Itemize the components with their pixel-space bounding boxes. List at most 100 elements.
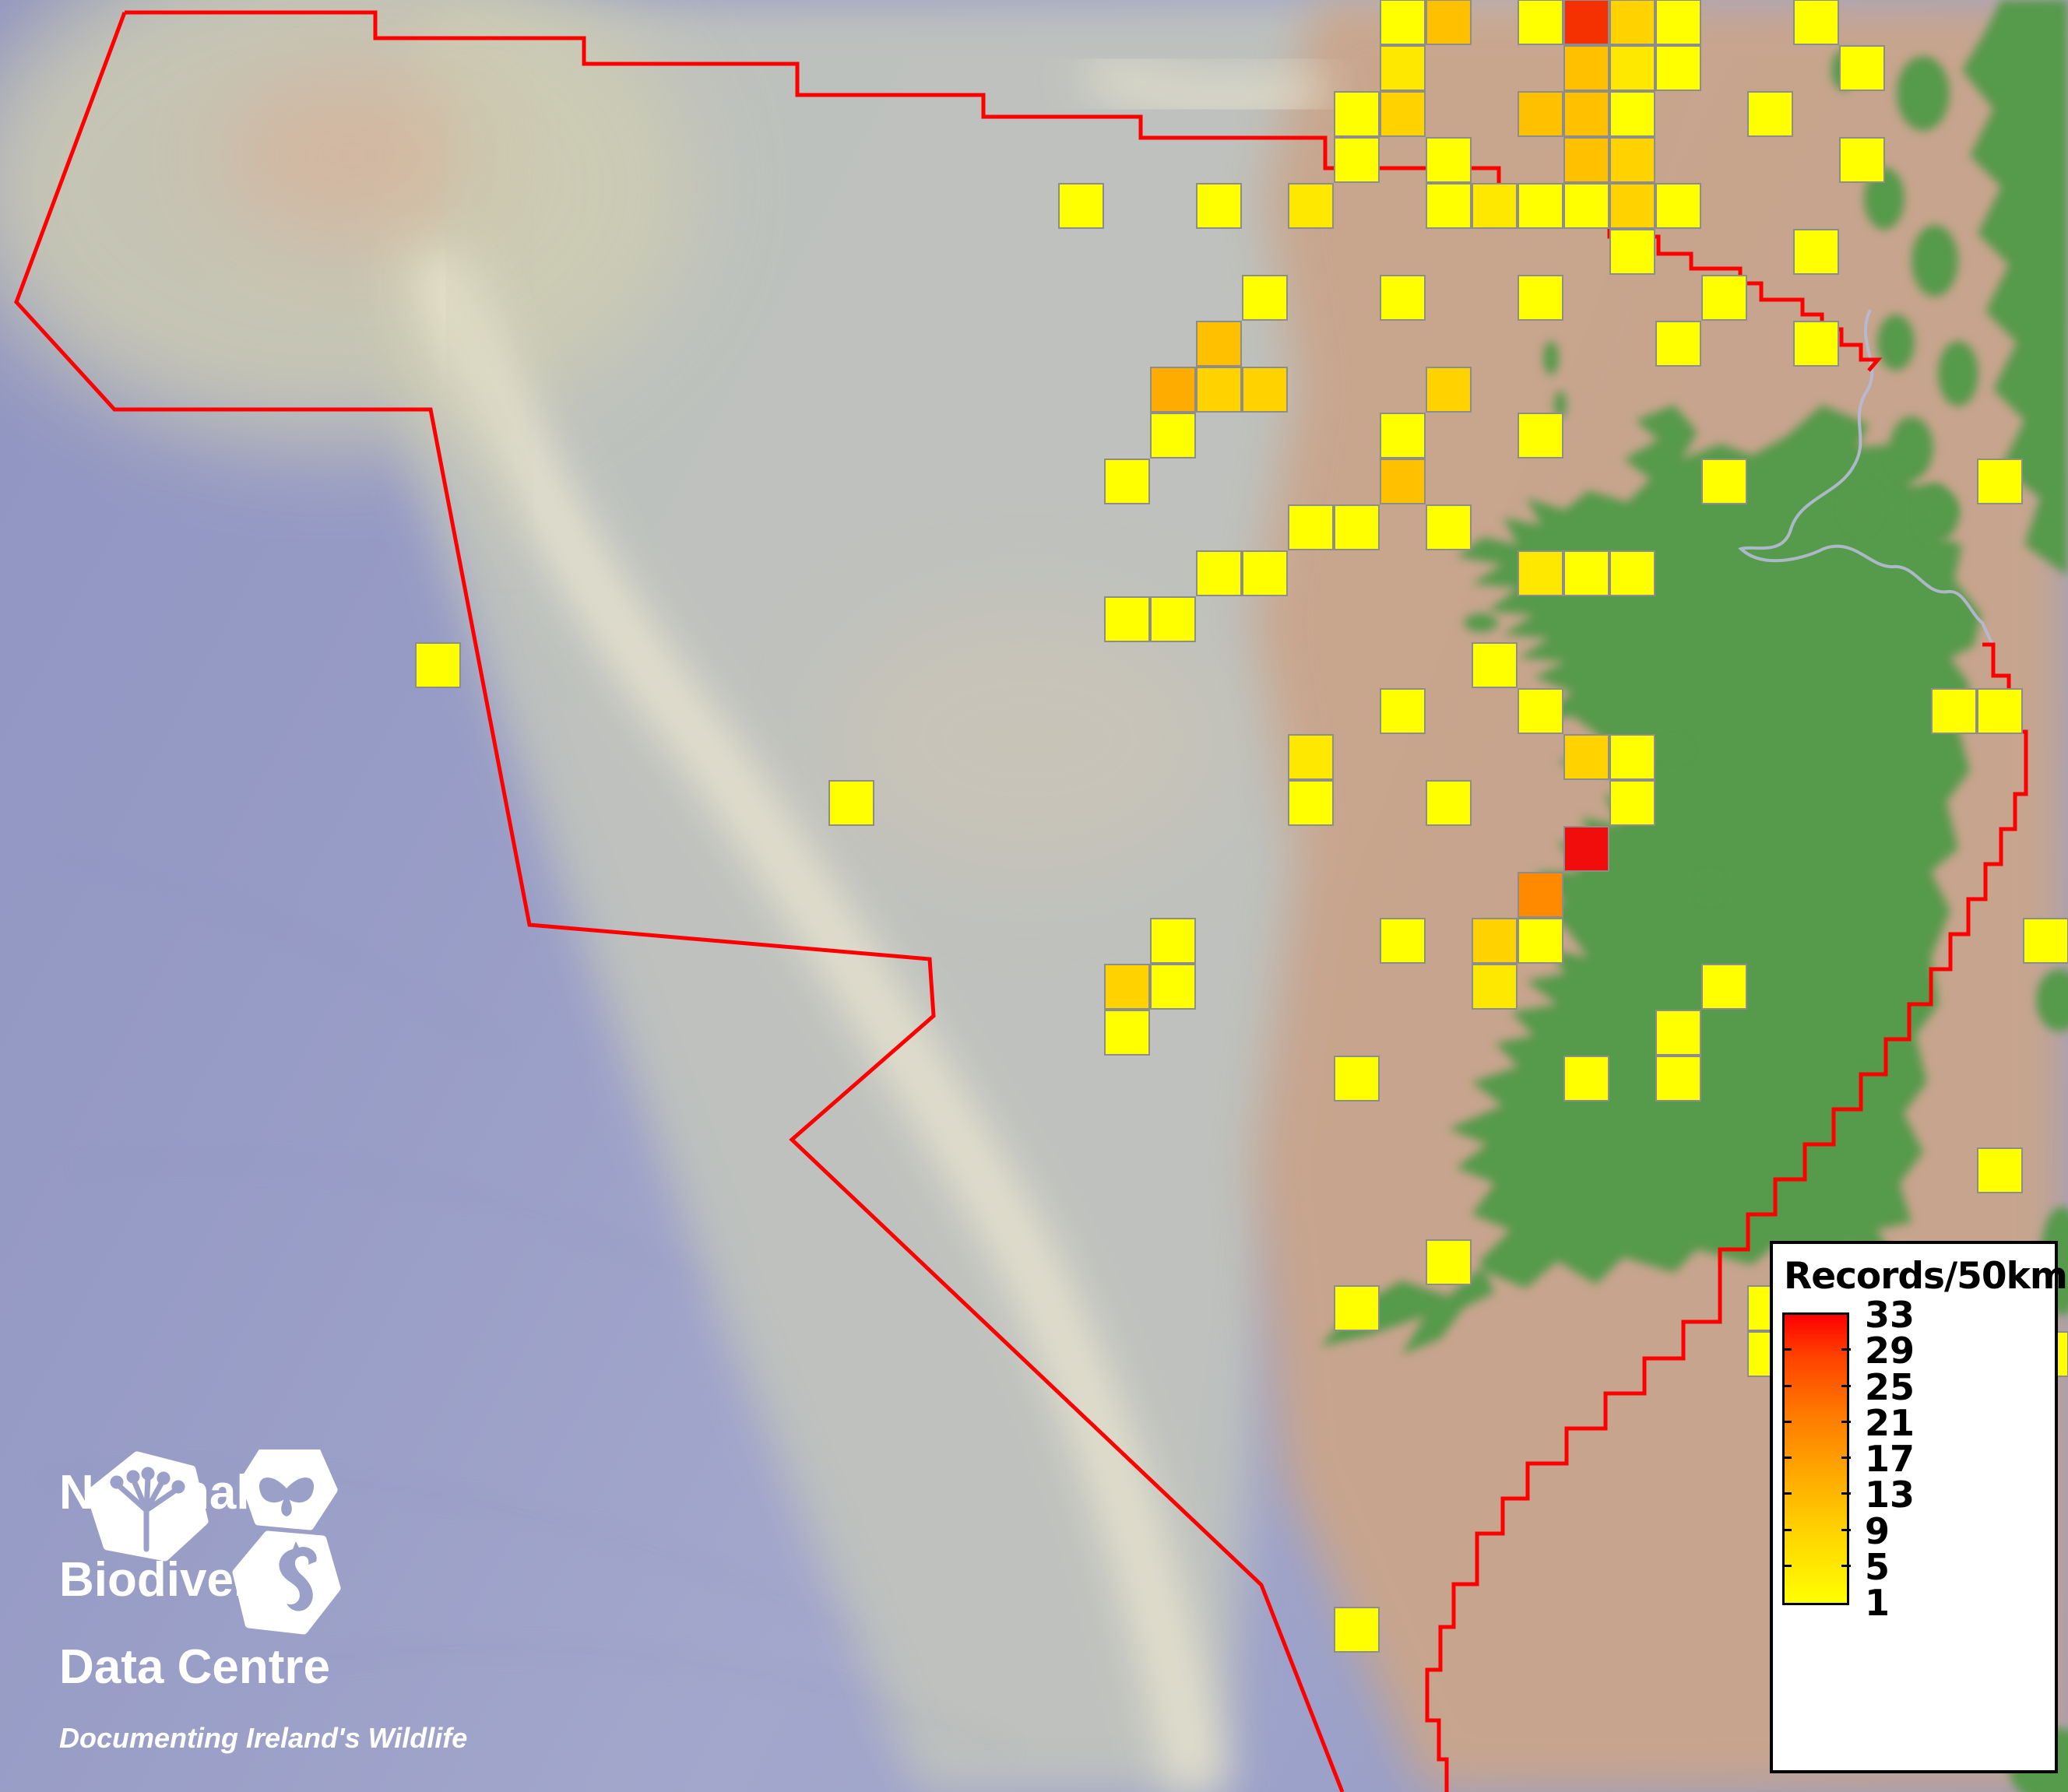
record-square bbox=[1150, 964, 1196, 1010]
record-square bbox=[2023, 918, 2068, 964]
record-square bbox=[1609, 550, 1655, 596]
record-square bbox=[1563, 45, 1609, 91]
legend-tick bbox=[1782, 1420, 1792, 1423]
logo-line-3: Data Centre bbox=[59, 1640, 330, 1694]
record-square bbox=[1380, 688, 1426, 734]
record-square bbox=[1518, 413, 1563, 459]
legend: Records/50km 33 29 25 21 17 13 9 5 1 bbox=[1770, 1241, 2068, 1773]
legend-label: 21 bbox=[1865, 1401, 1915, 1444]
record-square bbox=[1793, 321, 1839, 367]
record-square bbox=[1334, 1056, 1380, 1102]
record-square bbox=[1196, 183, 1242, 229]
record-square bbox=[1380, 45, 1426, 91]
record-square bbox=[1242, 550, 1288, 596]
record-square bbox=[1701, 964, 1747, 1010]
hebrides-islands bbox=[1831, 50, 1978, 540]
record-square bbox=[1655, 1010, 1701, 1056]
legend-tick bbox=[1782, 1348, 1792, 1351]
record-square bbox=[1563, 183, 1609, 229]
legend-title: Records/50km bbox=[1784, 1255, 2068, 1298]
record-square bbox=[1655, 0, 1701, 45]
legend-tick bbox=[1782, 1492, 1792, 1495]
legend-label: 5 bbox=[1865, 1545, 1890, 1588]
record-square bbox=[1563, 734, 1609, 780]
record-square bbox=[1563, 1056, 1609, 1102]
legend-tick bbox=[1841, 1456, 1851, 1459]
record-square bbox=[1104, 964, 1150, 1010]
record-square bbox=[1518, 688, 1563, 734]
nbdc-logo: National Biodiversity Data Centre Docume… bbox=[59, 1449, 467, 1755]
record-square bbox=[828, 780, 874, 826]
record-square bbox=[1518, 183, 1563, 229]
record-square bbox=[1701, 275, 1747, 321]
hexagon-seahorse bbox=[232, 1530, 341, 1635]
record-square bbox=[1655, 183, 1701, 229]
record-square bbox=[1977, 1147, 2023, 1193]
record-square bbox=[1426, 1239, 1472, 1285]
record-square bbox=[1196, 550, 1242, 596]
legend-tick bbox=[1841, 1528, 1851, 1531]
record-square bbox=[1518, 0, 1563, 45]
legend-tick bbox=[1841, 1384, 1851, 1387]
legend-tick bbox=[1841, 1420, 1851, 1423]
slope-band bbox=[410, 247, 1226, 1792]
record-square bbox=[1609, 137, 1655, 183]
record-square bbox=[1609, 45, 1655, 91]
record-square bbox=[1104, 1010, 1150, 1056]
legend-label: 1 bbox=[1865, 1582, 1890, 1624]
record-square bbox=[1655, 1056, 1701, 1102]
legend-tick bbox=[1782, 1528, 1792, 1531]
record-square bbox=[1380, 0, 1426, 45]
record-square bbox=[1563, 91, 1609, 137]
legend-color-ramp bbox=[1782, 1312, 1849, 1605]
legend-label: 33 bbox=[1865, 1294, 1915, 1336]
record-square bbox=[1334, 1285, 1380, 1331]
record-square bbox=[1609, 780, 1655, 826]
record-square bbox=[1104, 459, 1150, 504]
ireland-landmass bbox=[1320, 405, 1982, 1355]
record-square bbox=[1150, 918, 1196, 964]
rockall-summit bbox=[218, 70, 483, 241]
record-square bbox=[1563, 0, 1609, 45]
record-square bbox=[1609, 183, 1655, 229]
record-square bbox=[1609, 734, 1655, 780]
legend-tick bbox=[1782, 1564, 1792, 1567]
record-square bbox=[1609, 91, 1655, 137]
porcupine-bank bbox=[825, 599, 1230, 880]
record-square bbox=[1288, 504, 1334, 550]
record-square bbox=[1747, 91, 1793, 137]
record-square bbox=[1380, 459, 1426, 504]
record-square bbox=[1426, 367, 1472, 413]
legend-label: 17 bbox=[1865, 1438, 1915, 1480]
record-square bbox=[1563, 550, 1609, 596]
record-square bbox=[1472, 183, 1518, 229]
record-square bbox=[1839, 45, 1885, 91]
designated-area-boundary-east bbox=[1425, 642, 2028, 1792]
legend-tick bbox=[1841, 1348, 1851, 1351]
record-square bbox=[1150, 596, 1196, 642]
record-square bbox=[1334, 137, 1380, 183]
butterfly-icon bbox=[258, 1478, 315, 1516]
record-square bbox=[1839, 137, 1885, 183]
record-square bbox=[1334, 1607, 1380, 1653]
record-square bbox=[1518, 918, 1563, 964]
record-square bbox=[1931, 688, 1977, 734]
record-square bbox=[1288, 734, 1334, 780]
ni-border-line bbox=[1738, 309, 1993, 644]
record-square bbox=[1334, 504, 1380, 550]
legend-tick bbox=[1782, 1456, 1792, 1459]
record-square bbox=[1426, 780, 1472, 826]
logo-tagline: Documenting Ireland's Wildlife bbox=[59, 1722, 468, 1754]
record-square bbox=[1380, 918, 1426, 964]
scotland-landmass bbox=[1962, 0, 2068, 576]
record-square bbox=[1380, 413, 1426, 459]
record-square bbox=[415, 642, 461, 688]
record-square bbox=[1701, 459, 1747, 504]
west-coast-islands bbox=[1464, 341, 1719, 900]
record-square bbox=[1380, 275, 1426, 321]
seahorse-icon bbox=[279, 1541, 317, 1611]
record-square bbox=[1472, 918, 1518, 964]
record-square bbox=[1288, 183, 1334, 229]
plant-icon bbox=[110, 1467, 185, 1552]
